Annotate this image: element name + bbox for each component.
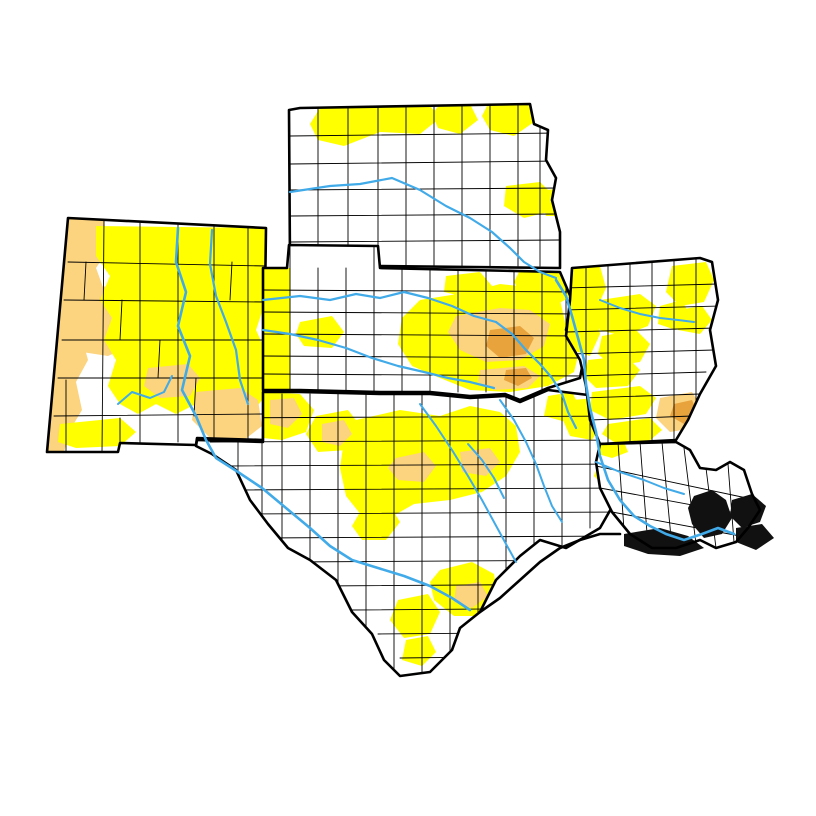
ok-state-border: [261, 243, 587, 402]
ar-drought-layer: [566, 262, 714, 442]
ar-d0-west: [566, 266, 606, 356]
rio-grande: [174, 226, 472, 612]
ok-d2-south-pocket: [504, 368, 532, 386]
arkansas-river-ks: [288, 176, 558, 280]
gulf-coastline: [478, 532, 622, 614]
ok-d0-northeast: [514, 270, 572, 306]
tx-d1-central-b: [460, 448, 500, 476]
ar-d0-central-a: [598, 330, 650, 366]
rivers-layer: [117, 176, 736, 612]
state-new-mexico: [45, 216, 268, 454]
colorado-river-tx: [467, 443, 505, 499]
tx-state-border: [194, 388, 618, 678]
red-river-upper: [261, 328, 496, 390]
la-coastal-waters: [624, 490, 774, 556]
tx-d1-central-a: [388, 452, 436, 482]
tx-d0-south: [390, 594, 440, 638]
tx-d1-northwest: [322, 420, 352, 446]
state-kansas: [287, 102, 562, 270]
nm-d0-sw: [58, 418, 136, 448]
la-d0-north: [598, 442, 628, 458]
ar-d0-northeast: [666, 262, 714, 306]
lake-pontchartrain: [688, 490, 732, 538]
ks-county-lines: [289, 104, 560, 267]
ar-d0-central-b: [584, 356, 640, 388]
tx-d1-coastal-bend: [454, 582, 488, 608]
canadian-river: [261, 290, 498, 324]
tx-gulf-coast: [478, 532, 622, 614]
nm-d0-north: [184, 236, 240, 268]
state-arkansas: [564, 256, 720, 446]
pecos-river: [208, 228, 250, 406]
ok-county-lines: [263, 245, 585, 399]
arkansas-river-ok: [494, 320, 578, 430]
ok-d2-core: [486, 326, 534, 358]
ok-d0-west: [296, 316, 344, 348]
trinity-river: [499, 399, 563, 523]
la-drought-layer: [598, 442, 628, 458]
white-river: [599, 299, 695, 323]
ar-county-lines: [566, 258, 718, 444]
tx-d0-westcentral: [352, 506, 400, 540]
mississippi-river: [554, 278, 736, 542]
ok-d0-panhandle-west: [263, 268, 290, 390]
brazos-river: [419, 403, 517, 563]
state-texas: [194, 388, 618, 678]
gila-tributary: [117, 375, 173, 405]
ks-d0-north-b: [432, 104, 478, 134]
la-state-border: [594, 440, 762, 550]
ks-d0-north-strip: [310, 106, 440, 146]
la-marsh-south: [624, 528, 704, 556]
tx-d0-rio-grande-valley: [402, 636, 436, 666]
state-louisiana: [594, 440, 774, 556]
ks-landmass: [289, 104, 560, 268]
tx-d1-panhandle: [270, 398, 302, 428]
ks-d0-northeast: [482, 104, 534, 136]
red-river-la: [595, 461, 685, 495]
ar-state-border: [564, 256, 720, 446]
ar-d0-southeast: [602, 418, 662, 442]
ar-d0-south: [590, 386, 656, 420]
nm-d0-nw: [120, 230, 186, 264]
nm-d0-core: [96, 226, 266, 416]
